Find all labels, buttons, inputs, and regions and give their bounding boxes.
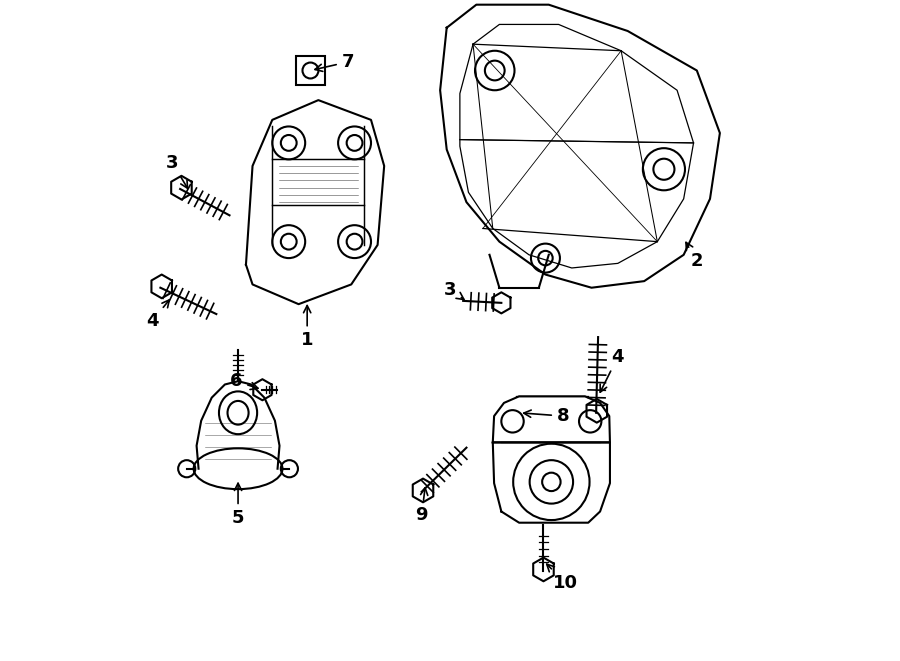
Bar bbox=[296, 56, 325, 85]
Text: 8: 8 bbox=[524, 407, 570, 425]
Text: 2: 2 bbox=[686, 243, 703, 270]
Text: 4: 4 bbox=[146, 300, 169, 330]
Text: 9: 9 bbox=[416, 488, 428, 524]
Text: 7: 7 bbox=[315, 53, 355, 71]
Text: 4: 4 bbox=[600, 348, 624, 392]
Text: 3: 3 bbox=[166, 153, 187, 188]
Text: 10: 10 bbox=[546, 564, 578, 592]
Text: 5: 5 bbox=[232, 483, 244, 527]
Text: 6: 6 bbox=[230, 372, 258, 390]
Text: 3: 3 bbox=[444, 281, 464, 299]
Text: 1: 1 bbox=[301, 305, 313, 350]
